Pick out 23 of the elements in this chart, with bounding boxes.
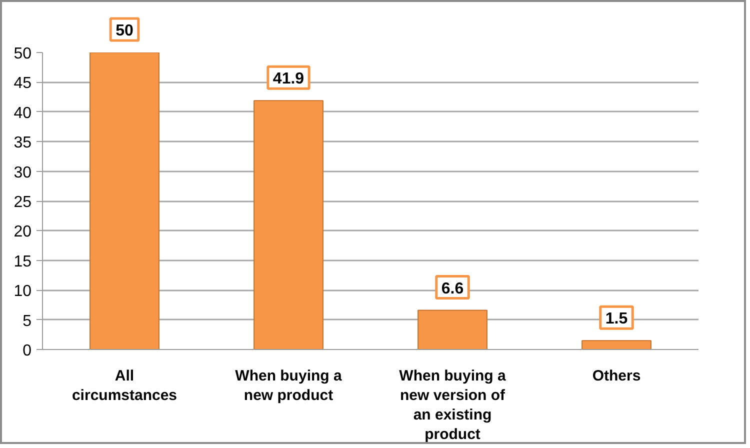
y-tick-label: 20 — [14, 224, 32, 241]
bar — [582, 340, 652, 350]
y-tick-label: 5 — [22, 312, 32, 330]
bar — [90, 52, 160, 350]
y-tick-label: 0 — [22, 342, 32, 360]
y-tick-label: 10 — [14, 283, 32, 300]
x-tick-label: When buying a new product — [235, 368, 342, 404]
y-tick-label: 25 — [14, 194, 32, 211]
bar — [418, 310, 488, 350]
x-tick-label: Others — [592, 368, 641, 384]
data-label: 41.9 — [272, 70, 304, 88]
data-label: 6.6 — [441, 280, 464, 298]
y-tick-label: 40 — [14, 104, 32, 122]
y-tick-label: 15 — [14, 253, 32, 270]
x-tick-label: All circumstances — [72, 368, 178, 404]
y-tick-label: 45 — [14, 75, 32, 92]
y-tick-label: 50 — [14, 46, 32, 62]
data-label: 50 — [116, 22, 134, 40]
bar — [254, 100, 324, 350]
data-label: 1.5 — [605, 310, 628, 328]
x-tick-label: When buying a new version of an existing product — [399, 368, 506, 444]
y-tick-label: 35 — [14, 134, 32, 152]
y-tick-label: 30 — [14, 164, 32, 182]
